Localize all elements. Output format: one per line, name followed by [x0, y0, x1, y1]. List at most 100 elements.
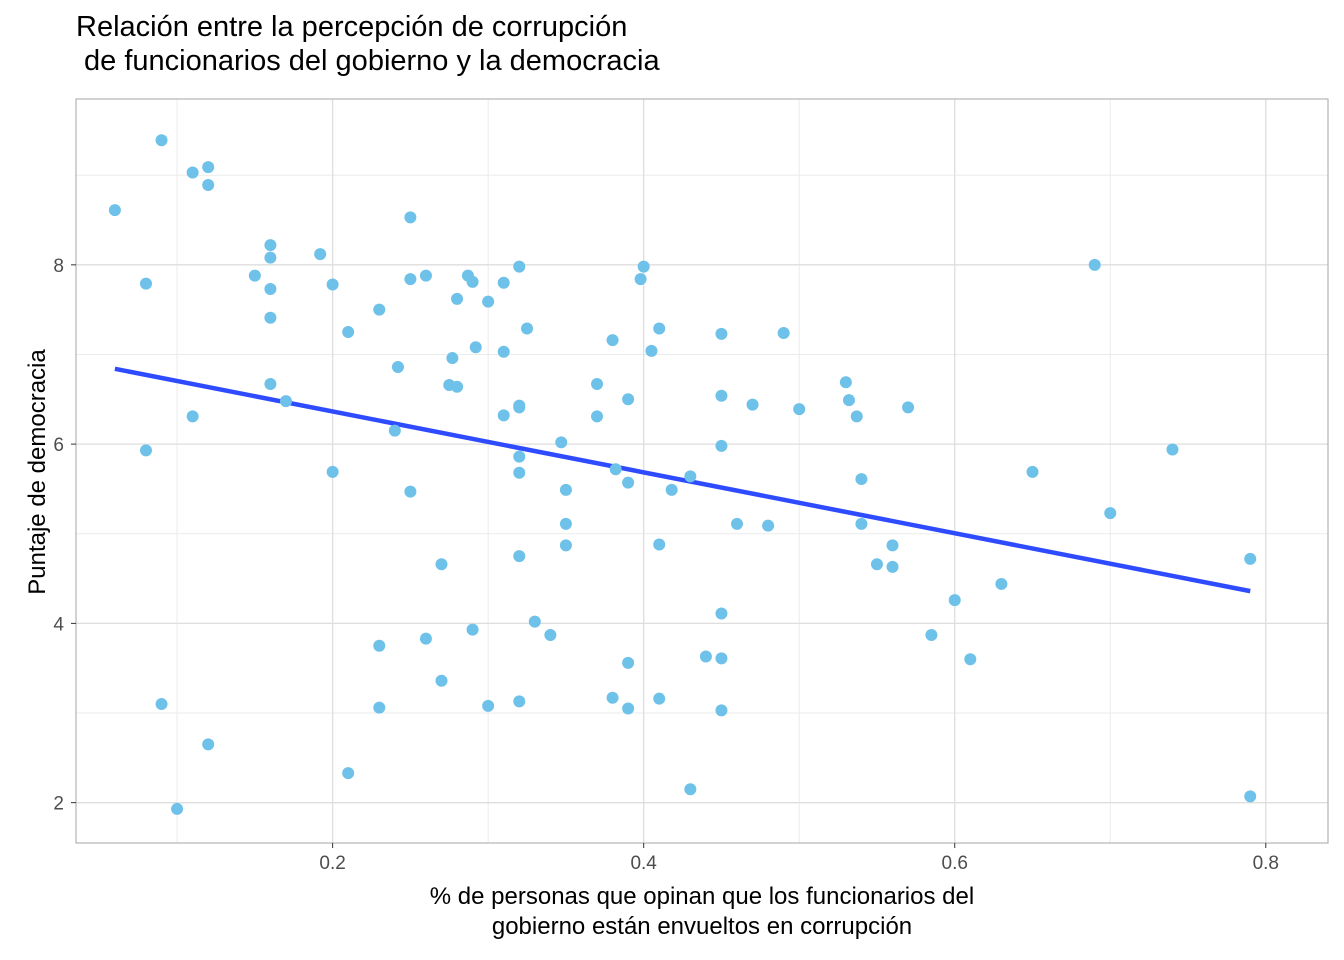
chart-title: Relación entre la percepción de corrupci…: [76, 11, 660, 77]
data-points: [108, 134, 1257, 815]
data-point: [948, 594, 961, 607]
data-point: [373, 303, 386, 316]
data-point: [622, 702, 635, 715]
data-point: [1026, 465, 1039, 478]
data-point: [513, 260, 526, 273]
data-point: [645, 344, 658, 357]
data-point: [715, 389, 728, 402]
data-point: [839, 376, 852, 389]
data-point: [404, 211, 417, 224]
data-point: [139, 277, 152, 290]
trend-line-group: [114, 366, 1251, 594]
grid-lines: [76, 99, 1328, 843]
data-point: [559, 517, 572, 530]
data-point: [466, 275, 479, 288]
x-tick-label: 0.8: [1253, 853, 1279, 874]
data-point: [497, 409, 510, 422]
data-point: [466, 623, 479, 636]
data-point: [469, 341, 482, 354]
data-point: [497, 345, 510, 358]
data-point: [665, 483, 678, 496]
data-point: [326, 278, 339, 291]
data-point: [186, 166, 199, 179]
data-point: [653, 538, 666, 551]
data-point: [715, 704, 728, 717]
data-point: [202, 179, 215, 192]
data-point: [314, 248, 327, 261]
data-point: [850, 410, 863, 423]
data-point: [342, 326, 355, 339]
data-point: [715, 439, 728, 452]
data-point: [528, 615, 541, 628]
data-point: [482, 699, 495, 712]
data-point: [715, 607, 728, 620]
x-tick-label: 0.4: [630, 853, 657, 874]
data-point: [202, 738, 215, 751]
data-point: [715, 652, 728, 665]
data-point: [870, 558, 883, 571]
data-point: [606, 691, 619, 704]
data-point: [482, 295, 495, 308]
data-point: [139, 444, 152, 457]
data-point: [435, 558, 448, 571]
data-point: [186, 410, 199, 423]
data-point: [684, 783, 697, 796]
x-tick-label: 0.2: [319, 853, 345, 874]
data-point: [925, 629, 938, 642]
data-point: [264, 239, 277, 252]
data-point: [634, 273, 647, 286]
data-point: [591, 378, 604, 391]
data-point: [842, 394, 855, 407]
data-point: [559, 483, 572, 496]
data-point: [1244, 790, 1257, 803]
data-point: [404, 485, 417, 498]
y-tick-label: 4: [53, 614, 64, 635]
data-point: [995, 577, 1008, 590]
data-point: [653, 322, 666, 335]
x-axis-label: % de personas que opinan que los funcion…: [429, 883, 975, 940]
data-point: [1166, 443, 1179, 456]
data-point: [653, 692, 666, 705]
data-point: [964, 653, 977, 666]
plot-panel-border: [75, 98, 1329, 844]
data-point: [108, 204, 121, 217]
data-point: [264, 378, 277, 391]
data-point: [451, 380, 464, 393]
data-point: [419, 632, 432, 645]
data-point: [388, 424, 401, 437]
data-point: [404, 273, 417, 286]
data-point: [391, 361, 404, 374]
data-point: [264, 251, 277, 264]
data-point: [555, 436, 568, 449]
data-point: [591, 410, 604, 423]
data-point: [559, 539, 572, 552]
y-axis-ticks: 2 4 6 8: [53, 256, 76, 815]
data-point: [699, 650, 712, 663]
data-point: [513, 695, 526, 708]
data-point: [730, 517, 743, 530]
data-point: [513, 450, 526, 463]
data-point: [715, 327, 728, 340]
data-point: [513, 550, 526, 563]
data-point: [202, 161, 215, 174]
data-point: [622, 393, 635, 406]
data-point: [544, 629, 557, 642]
data-point: [373, 701, 386, 714]
data-point: [155, 698, 168, 711]
data-point: [606, 334, 619, 347]
data-point: [513, 401, 526, 414]
data-point: [1104, 507, 1117, 520]
data-point: [622, 476, 635, 489]
data-point: [513, 466, 526, 479]
data-point: [886, 539, 899, 552]
data-point: [637, 260, 650, 273]
y-tick-label: 6: [53, 435, 64, 456]
data-point: [155, 134, 168, 147]
data-point: [451, 292, 464, 305]
data-point: [326, 465, 339, 478]
data-point: [902, 401, 915, 414]
data-point: [609, 463, 622, 476]
data-point: [1244, 552, 1257, 565]
data-point: [793, 403, 806, 416]
data-point: [419, 269, 432, 282]
